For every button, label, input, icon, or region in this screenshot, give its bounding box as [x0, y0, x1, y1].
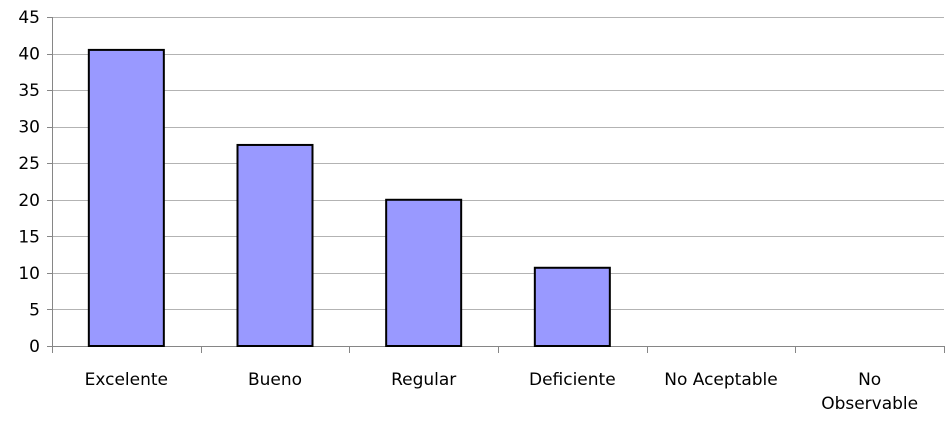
y-tick-label: 40	[18, 45, 40, 65]
x-category-label-line: No Aceptable	[664, 370, 778, 390]
y-tick-label: 5	[29, 300, 40, 320]
y-tick-label: 45	[18, 8, 40, 28]
x-category-label-line: Deficiente	[529, 370, 616, 390]
x-category-label: Excelente	[85, 370, 168, 390]
x-category-label: No Observable	[821, 370, 918, 414]
y-tick-label: 25	[18, 154, 40, 174]
bars	[87, 48, 611, 348]
y-tick-label: 15	[18, 227, 40, 247]
x-category-label: Deficiente	[529, 370, 616, 390]
x-category-label: Bueno	[248, 370, 302, 390]
bar-regular	[385, 198, 463, 347]
y-tick-label: 0	[29, 337, 40, 357]
y-tick-labels: 0 5 10 15 20 25 30 35 40 45	[18, 8, 40, 357]
bar-deficiente	[533, 266, 611, 348]
x-category-label-line: Excelente	[85, 370, 168, 390]
y-tick-label: 20	[18, 191, 40, 211]
x-category-label: Regular	[391, 370, 456, 390]
y-tick-label: 30	[18, 118, 40, 138]
bar-bueno	[236, 143, 314, 347]
bar-excelente	[87, 48, 165, 348]
x-category-label-line: Regular	[391, 370, 456, 390]
y-tick-label: 10	[18, 264, 40, 284]
x-category-labels: Excelente Bueno Regular Deficiente No Acepta…	[85, 370, 918, 414]
x-category-label-line: Observable	[821, 394, 918, 414]
axes	[47, 17, 945, 353]
x-category-label-line: Bueno	[248, 370, 302, 390]
x-category-label: No Aceptable	[664, 370, 778, 390]
x-category-label-line: No	[858, 370, 881, 390]
gridlines	[52, 17, 944, 310]
y-tick-label: 35	[18, 81, 40, 101]
